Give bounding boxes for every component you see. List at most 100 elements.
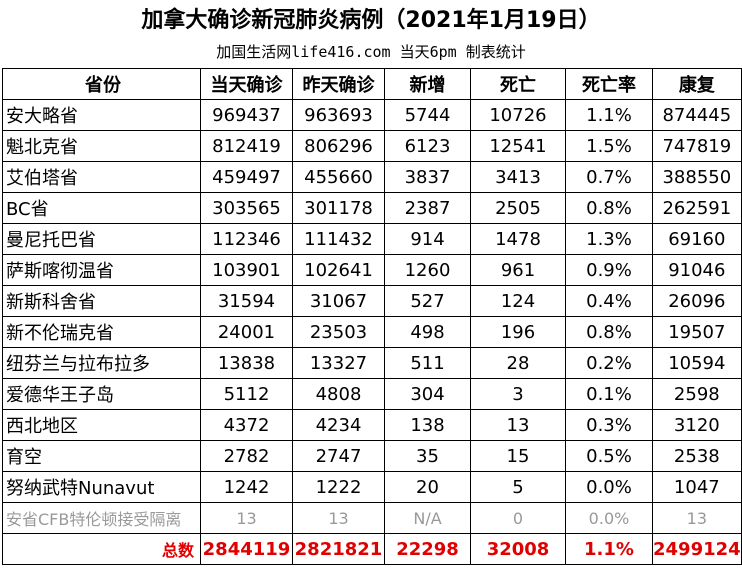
cell: 13 xyxy=(470,409,566,441)
cell: 35 xyxy=(384,440,471,472)
cell: 2538 xyxy=(652,440,742,472)
cell: 0.1% xyxy=(565,378,653,410)
cell: 874445 xyxy=(652,99,742,131)
cell: 1.3% xyxy=(565,223,653,255)
cell: 3413 xyxy=(470,161,566,193)
cell: 0.4% xyxy=(565,285,653,317)
subtitle: 加国生活网life416.com 当天6pm 制表统计 xyxy=(216,43,526,61)
cell: 0.9% xyxy=(565,254,653,286)
cell: 0.0% xyxy=(565,502,653,534)
table-row: 萨斯喀彻温省 103901 102641 1260 961 0.9% 91046 xyxy=(2,254,742,286)
row-label: 新不伦瑞克省 xyxy=(2,316,201,348)
cell: 20 xyxy=(384,471,471,503)
cell: 10594 xyxy=(652,347,742,379)
cell: 2844119 xyxy=(200,533,293,565)
cell: 3120 xyxy=(652,409,742,441)
cell: N/A xyxy=(384,502,471,534)
row-label: 曼尼托巴省 xyxy=(2,223,201,255)
cell: 19507 xyxy=(652,316,742,348)
row-label: 萨斯喀彻温省 xyxy=(2,254,201,286)
cell: 304 xyxy=(384,378,471,410)
row-label: 西北地区 xyxy=(2,409,201,441)
cell: 455660 xyxy=(292,161,385,193)
table-row: 安大略省 969437 963693 5744 10726 1.1% 874445 xyxy=(2,99,742,131)
row-label: 艾伯塔省 xyxy=(2,161,201,193)
cell: 死亡率 xyxy=(565,68,653,100)
cell: 388550 xyxy=(652,161,742,193)
cell: 963693 xyxy=(292,99,385,131)
cell: 13 xyxy=(292,502,385,534)
cell: 1478 xyxy=(470,223,566,255)
header-row: 省份 当天确诊 昨天确诊 新增 死亡 死亡率 康复 xyxy=(2,68,742,100)
cell: 6123 xyxy=(384,130,471,162)
cell: 111432 xyxy=(292,223,385,255)
title: 加拿大确诊新冠肺炎病例（2021年1月19日） xyxy=(141,8,601,33)
cell: 13838 xyxy=(200,347,293,379)
cell: 28 xyxy=(470,347,566,379)
cell: 1.1% xyxy=(565,533,653,565)
total-row: 总数 2844119 2821821 22298 32008 1.1% 2499124 xyxy=(2,533,742,565)
cell: 5 xyxy=(470,471,566,503)
cell: 0 xyxy=(470,502,566,534)
cell: 511 xyxy=(384,347,471,379)
cell: 747819 xyxy=(652,130,742,162)
cell: 498 xyxy=(384,316,471,348)
row-label: 纽芬兰与拉布拉多 xyxy=(2,347,201,379)
cell: 13327 xyxy=(292,347,385,379)
cell: 10726 xyxy=(470,99,566,131)
cell: 3837 xyxy=(384,161,471,193)
table-row: 新斯科舍省 31594 31067 527 124 0.4% 26096 xyxy=(2,285,742,317)
cell: 102641 xyxy=(292,254,385,286)
cell: 2782 xyxy=(200,440,293,472)
cell: 961 xyxy=(470,254,566,286)
cell: 5112 xyxy=(200,378,293,410)
cell: 301178 xyxy=(292,192,385,224)
cell: 1.5% xyxy=(565,130,653,162)
cell: 15 xyxy=(470,440,566,472)
cell: 138 xyxy=(384,409,471,441)
row-label: 省份 xyxy=(2,68,201,100)
row-label: 育空 xyxy=(2,440,201,472)
table-row: 曼尼托巴省 112346 111432 914 1478 1.3% 69160 xyxy=(2,223,742,255)
cell: 69160 xyxy=(652,223,742,255)
cell: 1260 xyxy=(384,254,471,286)
cell: 31067 xyxy=(292,285,385,317)
cell: 459497 xyxy=(200,161,293,193)
cell: 12541 xyxy=(470,130,566,162)
cell: 24001 xyxy=(200,316,293,348)
cell: 262591 xyxy=(652,192,742,224)
row-label: 魁北克省 xyxy=(2,130,201,162)
cell: 0.8% xyxy=(565,192,653,224)
table-row: 育空 2782 2747 35 15 0.5% 2538 xyxy=(2,440,742,472)
cell: 0.3% xyxy=(565,409,653,441)
table-row: 爱德华王子岛 5112 4808 304 3 0.1% 2598 xyxy=(2,378,742,410)
cell: 812419 xyxy=(200,130,293,162)
cell: 2598 xyxy=(652,378,742,410)
cell: 31594 xyxy=(200,285,293,317)
table-row: 纽芬兰与拉布拉多 13838 13327 511 28 0.2% 10594 xyxy=(2,347,742,379)
cell: 5744 xyxy=(384,99,471,131)
table-row: 新不伦瑞克省 24001 23503 498 196 0.8% 19507 xyxy=(2,316,742,348)
cell: 806296 xyxy=(292,130,385,162)
table-row: 艾伯塔省 459497 455660 3837 3413 0.7% 388550 xyxy=(2,161,742,193)
cell: 2821821 xyxy=(292,533,385,565)
cell: 914 xyxy=(384,223,471,255)
cell: 1047 xyxy=(652,471,742,503)
cell: 969437 xyxy=(200,99,293,131)
table-row: BC省 303565 301178 2387 2505 0.8% 262591 xyxy=(2,192,742,224)
row-label: 安省CFB特伦顿接受隔离 xyxy=(2,502,201,534)
cell: 1222 xyxy=(292,471,385,503)
cell: 13 xyxy=(652,502,742,534)
cell: 新增 xyxy=(384,68,471,100)
cell: 当天确诊 xyxy=(200,68,293,100)
cell: 1.1% xyxy=(565,99,653,131)
table-row: 努纳武特Nunavut 1242 1222 20 5 0.0% 1047 xyxy=(2,471,742,503)
cell: 22298 xyxy=(384,533,471,565)
row-label: 新斯科舍省 xyxy=(2,285,201,317)
cell: 4372 xyxy=(200,409,293,441)
table-row: 西北地区 4372 4234 138 13 0.3% 3120 xyxy=(2,409,742,441)
cell: 2505 xyxy=(470,192,566,224)
cell: 2387 xyxy=(384,192,471,224)
cell: 23503 xyxy=(292,316,385,348)
cell: 26096 xyxy=(652,285,742,317)
